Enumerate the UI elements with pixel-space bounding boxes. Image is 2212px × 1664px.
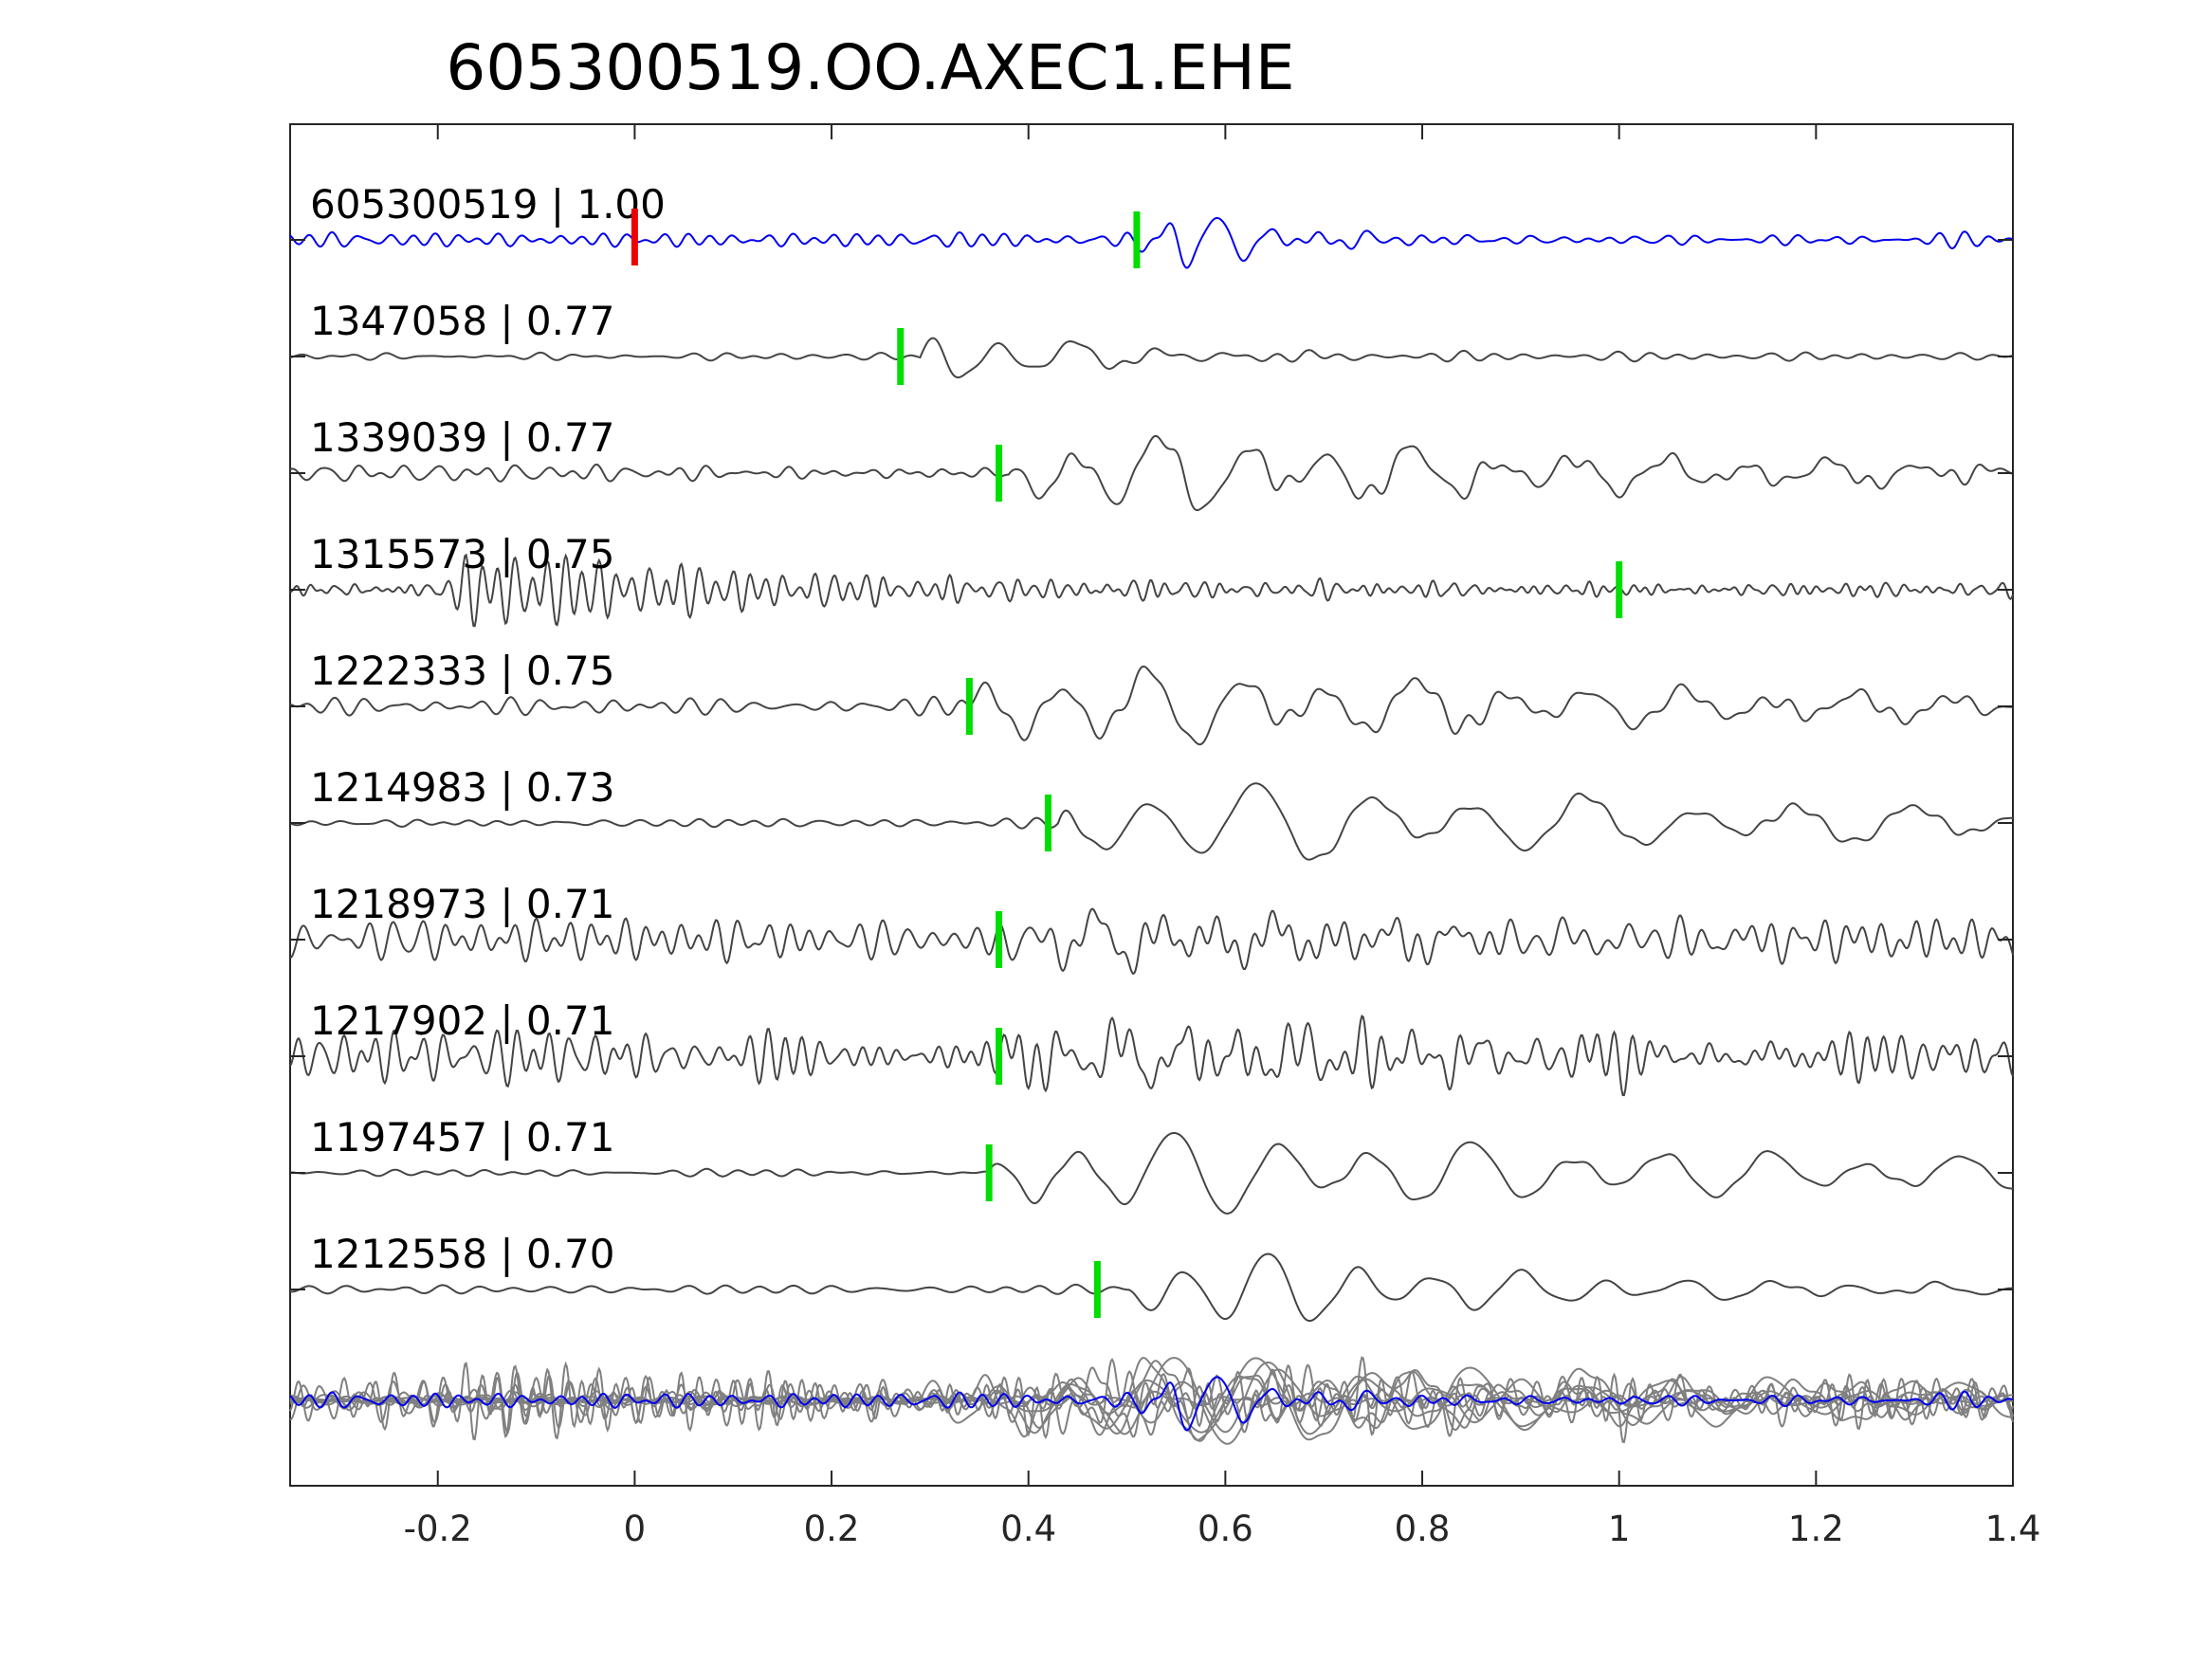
trace-line-1197457 [290,1132,2014,1215]
stack-line-1212558 [290,1362,2013,1435]
stack-line-1197457 [290,1357,2014,1445]
x-tick-label-8: 1.4 [1985,1509,2041,1549]
trace-605300519: 605300519 | 1.00 [289,181,2014,269]
trace-line-1315573 [289,553,2014,628]
x-tick-label-5: 0.8 [1395,1509,1451,1549]
x-tick-label-1: 0 [624,1509,647,1549]
plot-frame [289,123,2014,1487]
trace-1218973: 1218973 | 0.71 [289,881,2014,976]
x-tick-label-0: -0.2 [404,1509,472,1549]
trace-label-1197457: 1197457 | 0.71 [310,1114,614,1161]
x-tick-label-3: 0.4 [1000,1509,1056,1549]
trace-line-1212558 [290,1253,2013,1322]
trace-label-1315573: 1315573 | 0.75 [310,531,614,577]
trace-line-1217902 [289,1015,2014,1097]
trace-label-1347058: 1347058 | 0.77 [310,298,614,344]
x-tick-label-6: 1 [1608,1509,1631,1549]
x-axis-ticks: -0.2 0 0.2 0.4 0.6 0.8 1 1.2 1.4 [404,124,2041,1549]
x-tick-label-4: 0.6 [1197,1509,1253,1549]
trace-label-1339039: 1339039 | 0.77 [310,414,614,461]
trace-label-1218973: 1218973 | 0.71 [310,881,614,927]
trace-label-1214983: 1214983 | 0.73 [310,764,614,811]
trace-line-1218973 [289,907,2014,976]
chart-title: 605300519.OO.AXEC1.EHE [446,31,1294,104]
trace-1217902: 1217902 | 0.71 [289,997,2014,1097]
trace-panels: 605300519 | 1.00 1347058 | 0.77 1339039 | … [289,181,2014,1322]
stack-line-template-605300519 [289,1376,2014,1432]
trace-line-1339039 [289,434,2014,512]
trace-1347058: 1347058 | 0.77 [289,298,2014,385]
trace-line-605300519 [289,217,2014,269]
trace-line-1214983 [289,782,2014,861]
trace-1197457: 1197457 | 0.71 [290,1114,2014,1215]
trace-1339039: 1339039 | 0.77 [289,414,2014,512]
trace-label-605300519: 605300519 | 1.00 [310,181,666,228]
trace-line-1222333 [289,666,2014,746]
x-tick-label-2: 0.2 [804,1509,860,1549]
trace-label-1212558: 1212558 | 0.70 [310,1231,614,1277]
trace-1315573: 1315573 | 0.75 [289,531,2014,628]
trace-label-1222333: 1222333 | 0.75 [310,648,614,694]
trace-1212558: 1212558 | 0.70 [290,1231,2013,1322]
trace-line-1347058 [289,337,2014,379]
trace-1222333: 1222333 | 0.75 [289,648,2014,746]
x-tick-label-7: 1.2 [1788,1509,1844,1549]
trace-label-1217902: 1217902 | 0.71 [310,997,614,1044]
trace-1214983: 1214983 | 0.73 [289,764,2014,861]
stacked-overlay [289,1356,2014,1445]
